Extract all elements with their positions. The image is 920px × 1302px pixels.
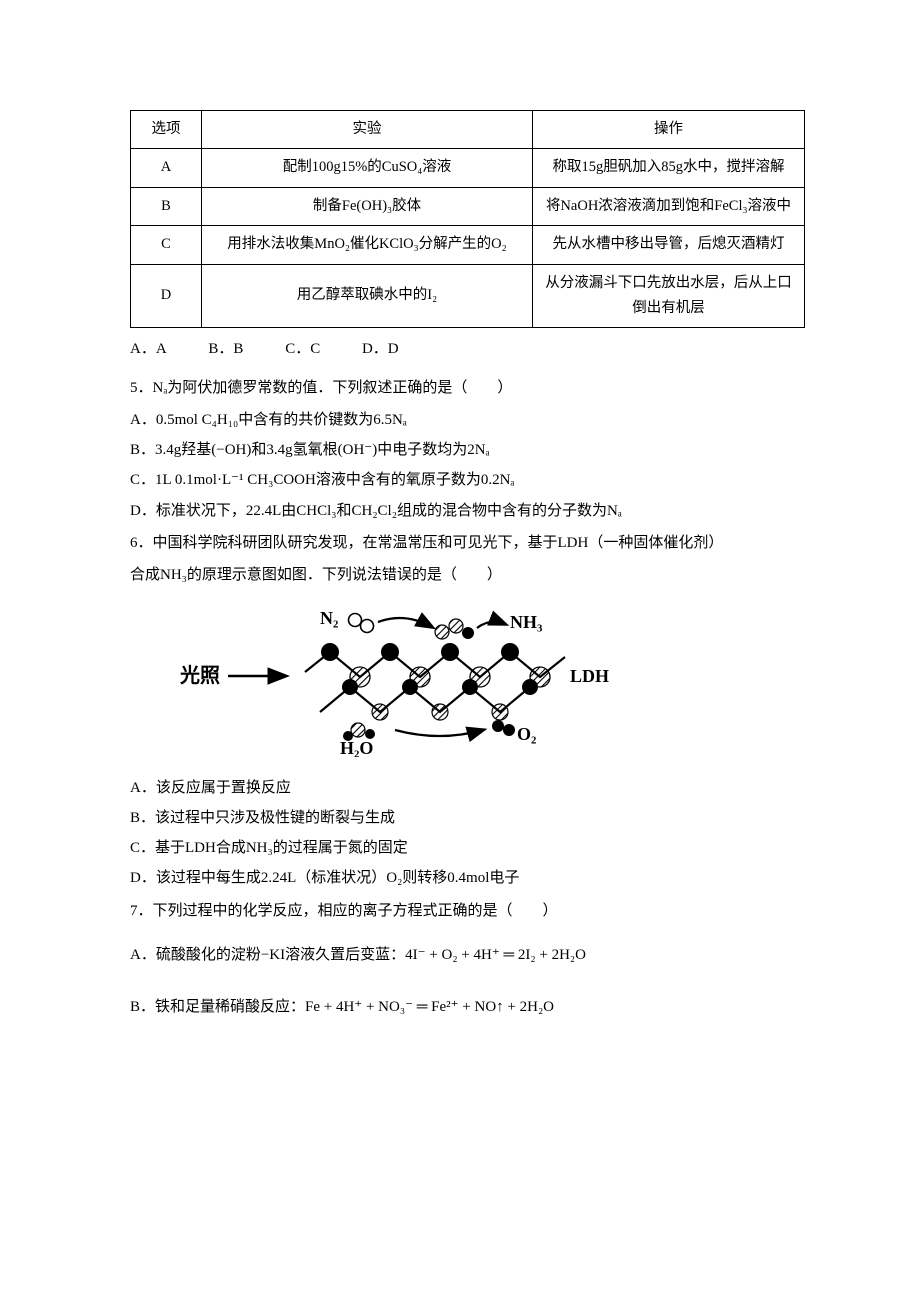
- table-header-option: 选项: [131, 111, 202, 149]
- cell-opt: D: [131, 264, 202, 328]
- table-row: C 用排水法收集MnO₂催化KClO₃分解产生的O₂ 先从水槽中移出导管，后熄灭…: [131, 226, 805, 264]
- cell-exp: 配制100g15%的CuSO₄溶液: [202, 149, 533, 187]
- cell-exp: 用排水法收集MnO₂催化KClO₃分解产生的O₂: [202, 226, 533, 264]
- q6-choice-a: A．该反应属于置换反应: [130, 775, 805, 801]
- label-light: 光照: [180, 664, 220, 687]
- cell-opt: A: [131, 149, 202, 187]
- table-row: A 配制100g15%的CuSO₄溶液 称取15g胆矾加入85g水中，搅拌溶解: [131, 149, 805, 187]
- label-h2o: H₂O: [340, 738, 373, 757]
- q7-stem: 7．下列过程中的化学反应，相应的离子方程式正确的是（ ）: [130, 898, 805, 924]
- q5-choice-b: B．3.4g羟基(−OH)和3.4g氢氧根(OH⁻)中电子数均为2Nₐ: [130, 437, 805, 463]
- cell-opt: B: [131, 187, 202, 225]
- q5-choice-a: A．0.5mol C₄H₁₀中含有的共价键数为6.5Nₐ: [130, 407, 805, 433]
- cell-op: 将NaOH浓溶液滴加到饱和FeCl₃溶液中: [533, 187, 805, 225]
- cell-exp: 用乙醇萃取碘水中的I₂: [202, 264, 533, 328]
- q6-choice-c: C．基于LDH合成NH₃的过程属于氮的固定: [130, 835, 805, 861]
- q5-stem: 5．Nₐ为阿伏加德罗常数的值．下列叙述正确的是（ ）: [130, 375, 805, 401]
- answer-options: A．A B．B C．C D．D: [130, 336, 805, 362]
- q5-choice-c: C．1L 0.1mol·L⁻¹ CH₃COOH溶液中含有的氧原子数为0.2Nₐ: [130, 467, 805, 493]
- table-header-operation: 操作: [533, 111, 805, 149]
- option-d: D．D: [362, 341, 399, 357]
- cell-opt: C: [131, 226, 202, 264]
- q5-choice-d: D．标准状况下，22.4L由CHCl₃和CH₂Cl₂组成的混合物中含有的分子数为…: [130, 498, 805, 524]
- q7-choice-a: A．硫酸酸化的淀粉−KI溶液久置后变蓝：4I⁻ + O₂ + 4H⁺ ═ 2I₂…: [130, 942, 805, 968]
- q6-stem-line2: 合成NH₃的原理示意图如图．下列说法错误的是（ ）: [130, 562, 805, 588]
- option-a: A．A: [130, 341, 167, 357]
- table-row: D 用乙醇萃取碘水中的I₂ 从分液漏斗下口先放出水层，后从上口倒出有机层: [131, 264, 805, 328]
- q6-stem-line1: 6．中国科学院科研团队研究发现，在常温常压和可见光下，基于LDH（一种固体催化剂…: [130, 530, 805, 556]
- q6-choice-b: B．该过程中只涉及极性键的断裂与生成: [130, 805, 805, 831]
- experiment-table: 选项 实验 操作 A 配制100g15%的CuSO₄溶液 称取15g胆矾加入85…: [130, 110, 805, 328]
- label-o2: O₂: [517, 724, 536, 744]
- ldh-diagram: 光照 N₂ NH₃: [180, 602, 805, 766]
- label-ldh: LDH: [570, 666, 609, 686]
- q7-choice-b: B．铁和足量稀硝酸反应：Fe + 4H⁺ + NO₃⁻ ═ Fe²⁺ + NO↑…: [130, 994, 805, 1020]
- option-c: C．C: [285, 341, 320, 357]
- table-row: B 制备Fe(OH)₃胶体 将NaOH浓溶液滴加到饱和FeCl₃溶液中: [131, 187, 805, 225]
- table-header-experiment: 实验: [202, 111, 533, 149]
- cell-op: 从分液漏斗下口先放出水层，后从上口倒出有机层: [533, 264, 805, 328]
- cell-op: 先从水槽中移出导管，后熄灭酒精灯: [533, 226, 805, 264]
- label-n2: N₂: [320, 608, 338, 628]
- option-b: B．B: [208, 341, 243, 357]
- q6-choice-d: D．该过程中每生成2.24L（标准状况）O₂则转移0.4mol电子: [130, 865, 805, 891]
- cell-exp: 制备Fe(OH)₃胶体: [202, 187, 533, 225]
- label-nh3: NH₃: [510, 612, 543, 632]
- cell-op: 称取15g胆矾加入85g水中，搅拌溶解: [533, 149, 805, 187]
